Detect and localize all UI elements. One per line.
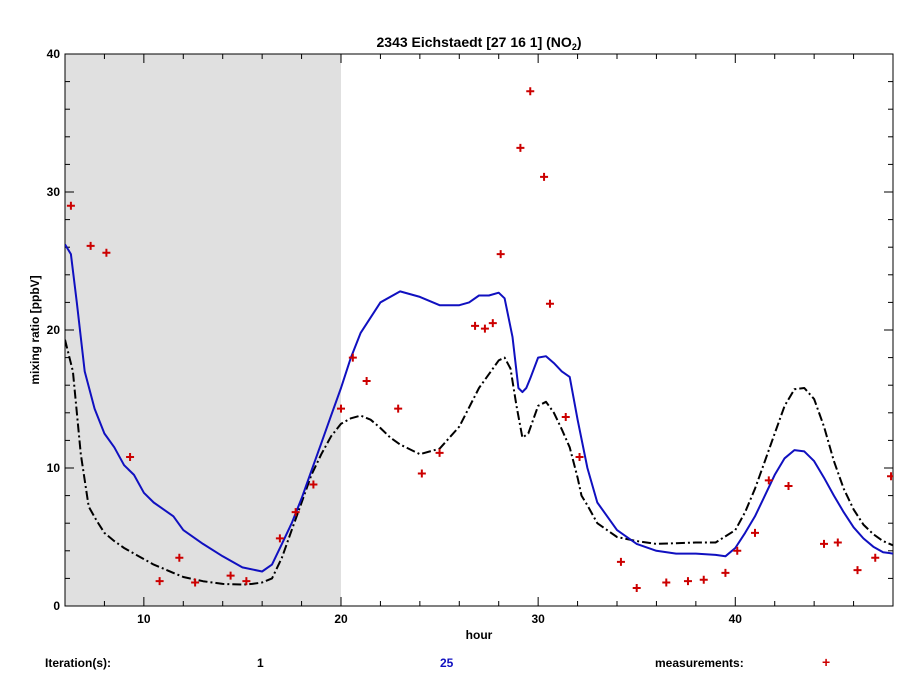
measurement-point (561, 412, 570, 421)
chart-title-suffix: ) (577, 34, 582, 50)
measurement-point (751, 528, 759, 537)
measurement-point (102, 248, 111, 257)
y-tick-label: 0 (53, 599, 60, 613)
x-tick-label: 30 (531, 612, 545, 626)
measurement-point (853, 566, 862, 575)
measurement-point (526, 87, 535, 96)
measurement-point (784, 481, 793, 490)
measurement-point (683, 577, 692, 586)
measurement-point (820, 539, 828, 548)
measurement-point (516, 143, 525, 152)
measurement-point (480, 324, 489, 333)
y-tick-label: 30 (47, 185, 61, 199)
chart-title-subscript: 2 (572, 42, 577, 52)
measurement-point (66, 201, 75, 210)
chart-title-main: 2343 Eichstaedt [27 16 1] (NO (377, 34, 572, 50)
measurement-point (362, 377, 371, 386)
measurement-point (733, 546, 742, 555)
measurement-point (86, 241, 95, 250)
legend-measurements-marker: + (822, 654, 831, 670)
measurement-point (309, 480, 318, 489)
measurement-point (632, 584, 641, 593)
y-tick-label: 10 (47, 461, 61, 475)
legend-measurements-label: measurements: (655, 656, 744, 670)
measurement-point (545, 299, 554, 308)
measurement-point (471, 321, 480, 330)
y-axis-label: mixing ratio [ppbV] (28, 275, 42, 384)
x-tick-label: 40 (729, 612, 743, 626)
measurement-point (417, 469, 426, 478)
legend-iteration-1: 1 (257, 656, 264, 670)
y-tick-label: 40 (47, 47, 61, 61)
measurement-point (337, 404, 345, 413)
series-iteration-25-line (65, 243, 893, 573)
y-tick-label: 20 (47, 323, 61, 337)
measurement-point (496, 250, 505, 259)
x-axis-label: hour (466, 628, 493, 642)
measurement-point (833, 538, 842, 547)
legend-iterations-label: Iteration(s): (45, 656, 111, 670)
measurement-point (226, 571, 235, 580)
x-tick-label: 10 (137, 612, 151, 626)
measurement-point (616, 557, 625, 566)
measurement-point (488, 319, 497, 328)
chart-title: 2343 Eichstaedt [27 16 1] (NO2) (377, 34, 582, 52)
measurement-point (126, 452, 135, 461)
measurement-point (291, 508, 300, 517)
series-iteration-1-line (65, 339, 893, 586)
measurement-point (394, 404, 403, 413)
measurement-point (435, 448, 444, 457)
legend-iteration-25: 25 (440, 656, 454, 670)
measurement-point (699, 575, 708, 584)
measurement-point (191, 578, 200, 587)
x-tick-label: 20 (334, 612, 348, 626)
measurement-point (540, 172, 549, 181)
measurement-point (662, 578, 671, 587)
measurement-point (575, 452, 584, 461)
measurement-point (155, 577, 164, 586)
measurement-point (871, 553, 880, 562)
measurement-point (887, 472, 893, 481)
measurement-point (242, 577, 251, 586)
shaded-region (65, 54, 341, 606)
measurement-point (348, 353, 357, 362)
measurement-point (764, 476, 773, 485)
measurement-point (175, 553, 184, 562)
measurement-point (721, 568, 730, 577)
measurement-point (275, 534, 284, 543)
